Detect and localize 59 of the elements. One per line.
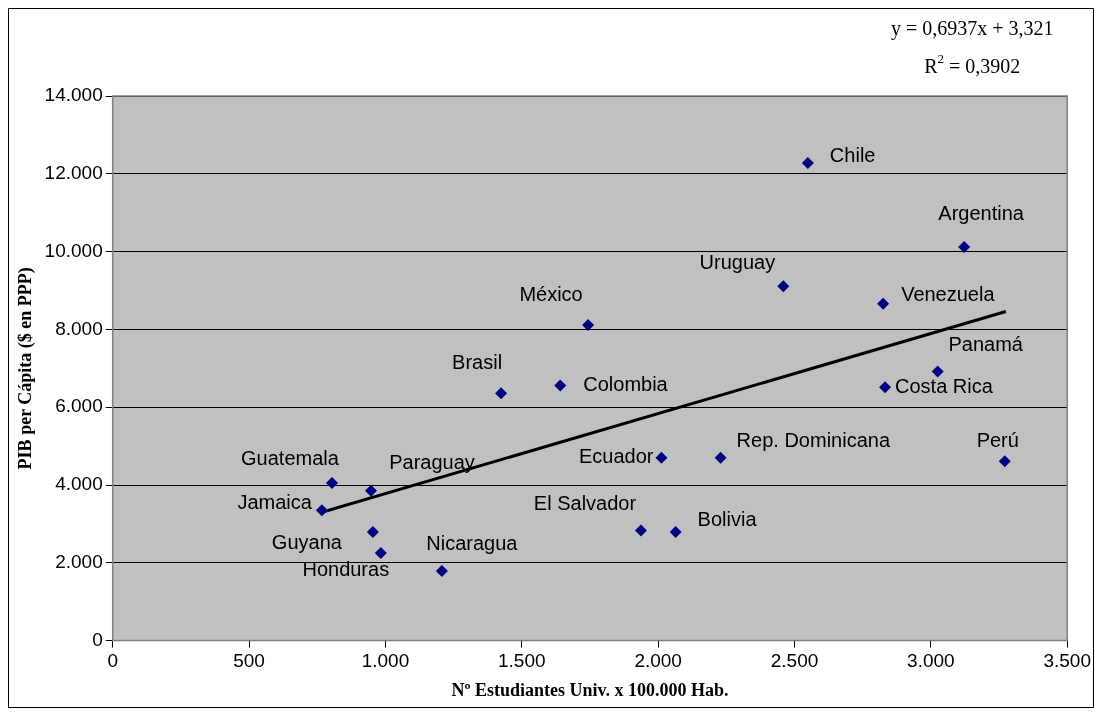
point bbox=[655, 451, 668, 464]
text: y = 0,6937x + 3,321 bbox=[890, 17, 1054, 41]
annotation: Honduras bbox=[302, 557, 390, 580]
x-tick-label: 0 bbox=[107, 650, 118, 672]
x-tick-label: 1.500 bbox=[498, 650, 546, 672]
x-tick-label: 2.000 bbox=[634, 650, 682, 672]
point bbox=[325, 477, 338, 490]
point bbox=[714, 451, 727, 464]
annotation: Jamaica bbox=[237, 490, 313, 513]
x-tick-label: 500 bbox=[233, 650, 265, 672]
annotation: Colombia bbox=[583, 372, 669, 395]
y-tick-label: 2.000 bbox=[55, 551, 103, 573]
annotation: Ecuador bbox=[578, 445, 654, 468]
x-tick-label: 1.000 bbox=[361, 650, 410, 672]
point bbox=[554, 379, 567, 392]
annotation: Brasil bbox=[452, 350, 503, 373]
point bbox=[801, 156, 814, 169]
x-tick-label: 2.500 bbox=[770, 650, 819, 672]
point bbox=[877, 297, 890, 310]
point bbox=[582, 319, 595, 332]
annotation: Paraguay bbox=[389, 451, 475, 474]
y-tick-label: 12.000 bbox=[44, 162, 103, 184]
annotation: Uruguay bbox=[699, 250, 776, 273]
y-tick-label: 6.000 bbox=[55, 395, 103, 417]
annotation: Venezuela bbox=[901, 283, 996, 306]
annotation: Perú bbox=[976, 428, 1019, 451]
x-tick-label: 3.000 bbox=[907, 650, 955, 672]
point bbox=[364, 484, 377, 497]
point bbox=[958, 240, 971, 253]
point bbox=[998, 455, 1011, 468]
annotation: Argentina bbox=[938, 202, 1025, 225]
point bbox=[879, 381, 892, 394]
point bbox=[495, 387, 508, 400]
annotation: Chile bbox=[829, 144, 876, 167]
point bbox=[931, 365, 944, 378]
y-tick-label: 10.000 bbox=[44, 239, 103, 261]
annotation: Guyana bbox=[271, 530, 343, 553]
y-tick-label: 0 bbox=[92, 628, 103, 650]
x-axis-title: Nº Estudiantes Univ. x 100.000 Hab. bbox=[451, 679, 729, 700]
annotation: Guatemala bbox=[241, 446, 340, 469]
annotation: Panamá bbox=[948, 332, 1024, 355]
annotation: Costa Rica bbox=[895, 374, 994, 397]
y-axis-title: PIB per Cápita ($ en PPP) bbox=[15, 267, 37, 470]
point bbox=[435, 564, 448, 577]
point bbox=[366, 526, 379, 539]
point bbox=[315, 504, 328, 517]
y-tick-label: 14.000 bbox=[44, 84, 103, 106]
annotation: Nicaragua bbox=[426, 532, 519, 555]
x-tick-label: 3.500 bbox=[1043, 650, 1091, 672]
point bbox=[669, 526, 682, 539]
annotation: El Salvador bbox=[533, 492, 637, 515]
y-tick-label: 4.000 bbox=[55, 473, 103, 495]
point bbox=[777, 280, 790, 293]
annotation: Rep. Dominicana bbox=[736, 429, 891, 452]
point bbox=[634, 524, 647, 537]
y-tick-label: 8.000 bbox=[55, 317, 103, 339]
annotation: Bolivia bbox=[697, 507, 758, 530]
point bbox=[374, 547, 387, 560]
annotation: México bbox=[519, 282, 583, 305]
